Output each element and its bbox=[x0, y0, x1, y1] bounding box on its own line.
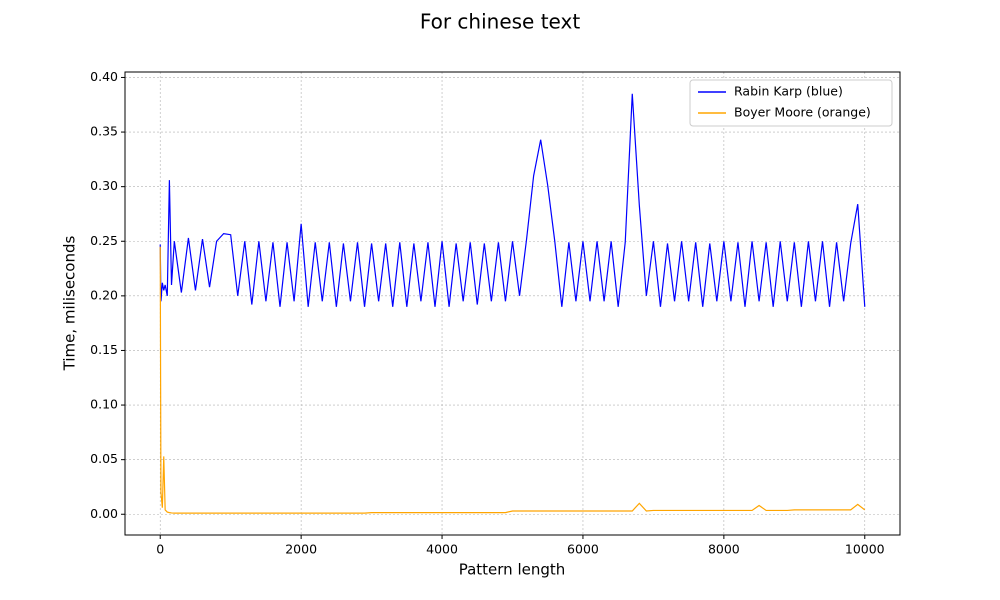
legend-box bbox=[689, 79, 893, 127]
x-tick-label: 10000 bbox=[845, 542, 885, 557]
y-tick-label: 0.25 bbox=[90, 233, 118, 248]
y-tick-label: 0.15 bbox=[90, 342, 118, 357]
x-tick-label: 0 bbox=[156, 542, 164, 557]
y-tick-label: 0.05 bbox=[90, 451, 118, 466]
x-tick-label: 6000 bbox=[567, 542, 599, 557]
legend-label: Rabin Karp (blue) bbox=[734, 84, 843, 99]
y-tick-label: 0.00 bbox=[90, 506, 118, 521]
x-tick-label: 4000 bbox=[426, 542, 458, 557]
y-axis-label: Time, miliseconds bbox=[61, 235, 79, 371]
plot-frame bbox=[124, 71, 901, 536]
data-line bbox=[159, 93, 866, 307]
legend-label: Boyer Moore (orange) bbox=[734, 105, 871, 120]
y-tick-label: 0.20 bbox=[90, 287, 118, 302]
y-tick-label: 0.30 bbox=[90, 178, 118, 193]
data-line bbox=[159, 246, 866, 514]
x-tick-label: 8000 bbox=[708, 542, 740, 557]
y-tick-label: 0.10 bbox=[90, 397, 118, 412]
chart-title: For chinese text bbox=[420, 10, 581, 34]
y-tick-label: 0.35 bbox=[90, 124, 118, 139]
y-tick-label: 0.40 bbox=[90, 69, 118, 84]
x-axis-label: Pattern length bbox=[459, 561, 566, 579]
x-tick-label: 2000 bbox=[285, 542, 317, 557]
